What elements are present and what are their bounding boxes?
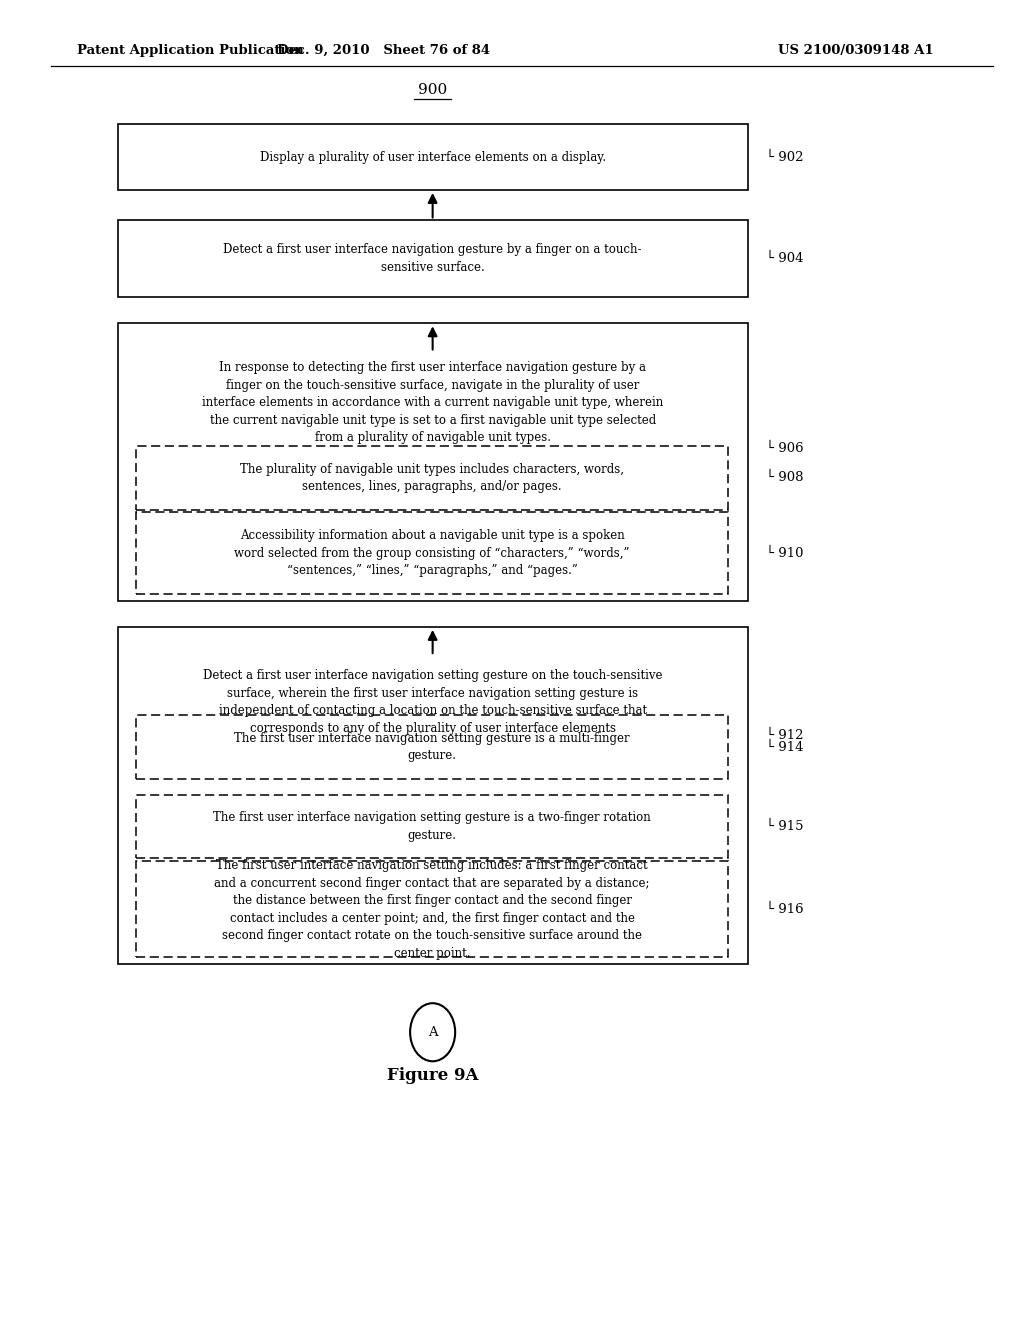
Text: └ 912: └ 912 (766, 729, 804, 742)
Circle shape (410, 1003, 455, 1061)
Text: 900: 900 (418, 83, 447, 96)
Text: Detect a first user interface navigation gesture by a finger on a touch-
sensiti: Detect a first user interface navigation… (223, 243, 642, 275)
Text: A: A (428, 1026, 437, 1039)
Bar (118, 124, 748, 190)
Text: └ 910: └ 910 (766, 546, 804, 560)
Text: The plurality of navigable unit types includes characters, words,
sentences, lin: The plurality of navigable unit types in… (240, 462, 624, 494)
Text: Patent Application Publication: Patent Application Publication (77, 44, 303, 57)
Text: └ 906: └ 906 (766, 442, 804, 455)
Text: The first user interface navigation setting gesture is a multi-finger
gesture.: The first user interface navigation sett… (234, 731, 630, 763)
Text: └ 908: └ 908 (766, 471, 804, 484)
Text: └ 915: └ 915 (766, 820, 804, 833)
Text: Display a plurality of user interface elements on a display.: Display a plurality of user interface el… (259, 150, 606, 164)
Text: └ 916: └ 916 (766, 903, 804, 916)
Bar (136, 715, 728, 779)
Text: └ 902: └ 902 (766, 150, 804, 164)
Bar (136, 861, 728, 957)
Text: In response to detecting the first user interface navigation gesture by a
finger: In response to detecting the first user … (202, 362, 664, 444)
Text: └ 914: └ 914 (766, 741, 804, 754)
Bar (118, 323, 748, 601)
Text: The first user interface navigation setting includes: a first finger contact
and: The first user interface navigation sett… (214, 859, 650, 960)
Text: Accessibility information about a navigable unit type is a spoken
word selected : Accessibility information about a naviga… (234, 529, 630, 577)
Text: Detect a first user interface navigation setting gesture on the touch-sensitive
: Detect a first user interface navigation… (203, 669, 663, 735)
Text: Dec. 9, 2010   Sheet 76 of 84: Dec. 9, 2010 Sheet 76 of 84 (278, 44, 490, 57)
Bar (136, 512, 728, 594)
Text: The first user interface navigation setting gesture is a two-finger rotation
ges: The first user interface navigation sett… (213, 810, 651, 842)
Bar (118, 627, 748, 964)
Bar (136, 446, 728, 510)
Text: US 2100/0309148 A1: US 2100/0309148 A1 (778, 44, 934, 57)
Text: └ 904: └ 904 (766, 252, 804, 265)
Bar (136, 795, 728, 858)
Text: Figure 9A: Figure 9A (387, 1068, 478, 1084)
Bar (118, 220, 748, 297)
